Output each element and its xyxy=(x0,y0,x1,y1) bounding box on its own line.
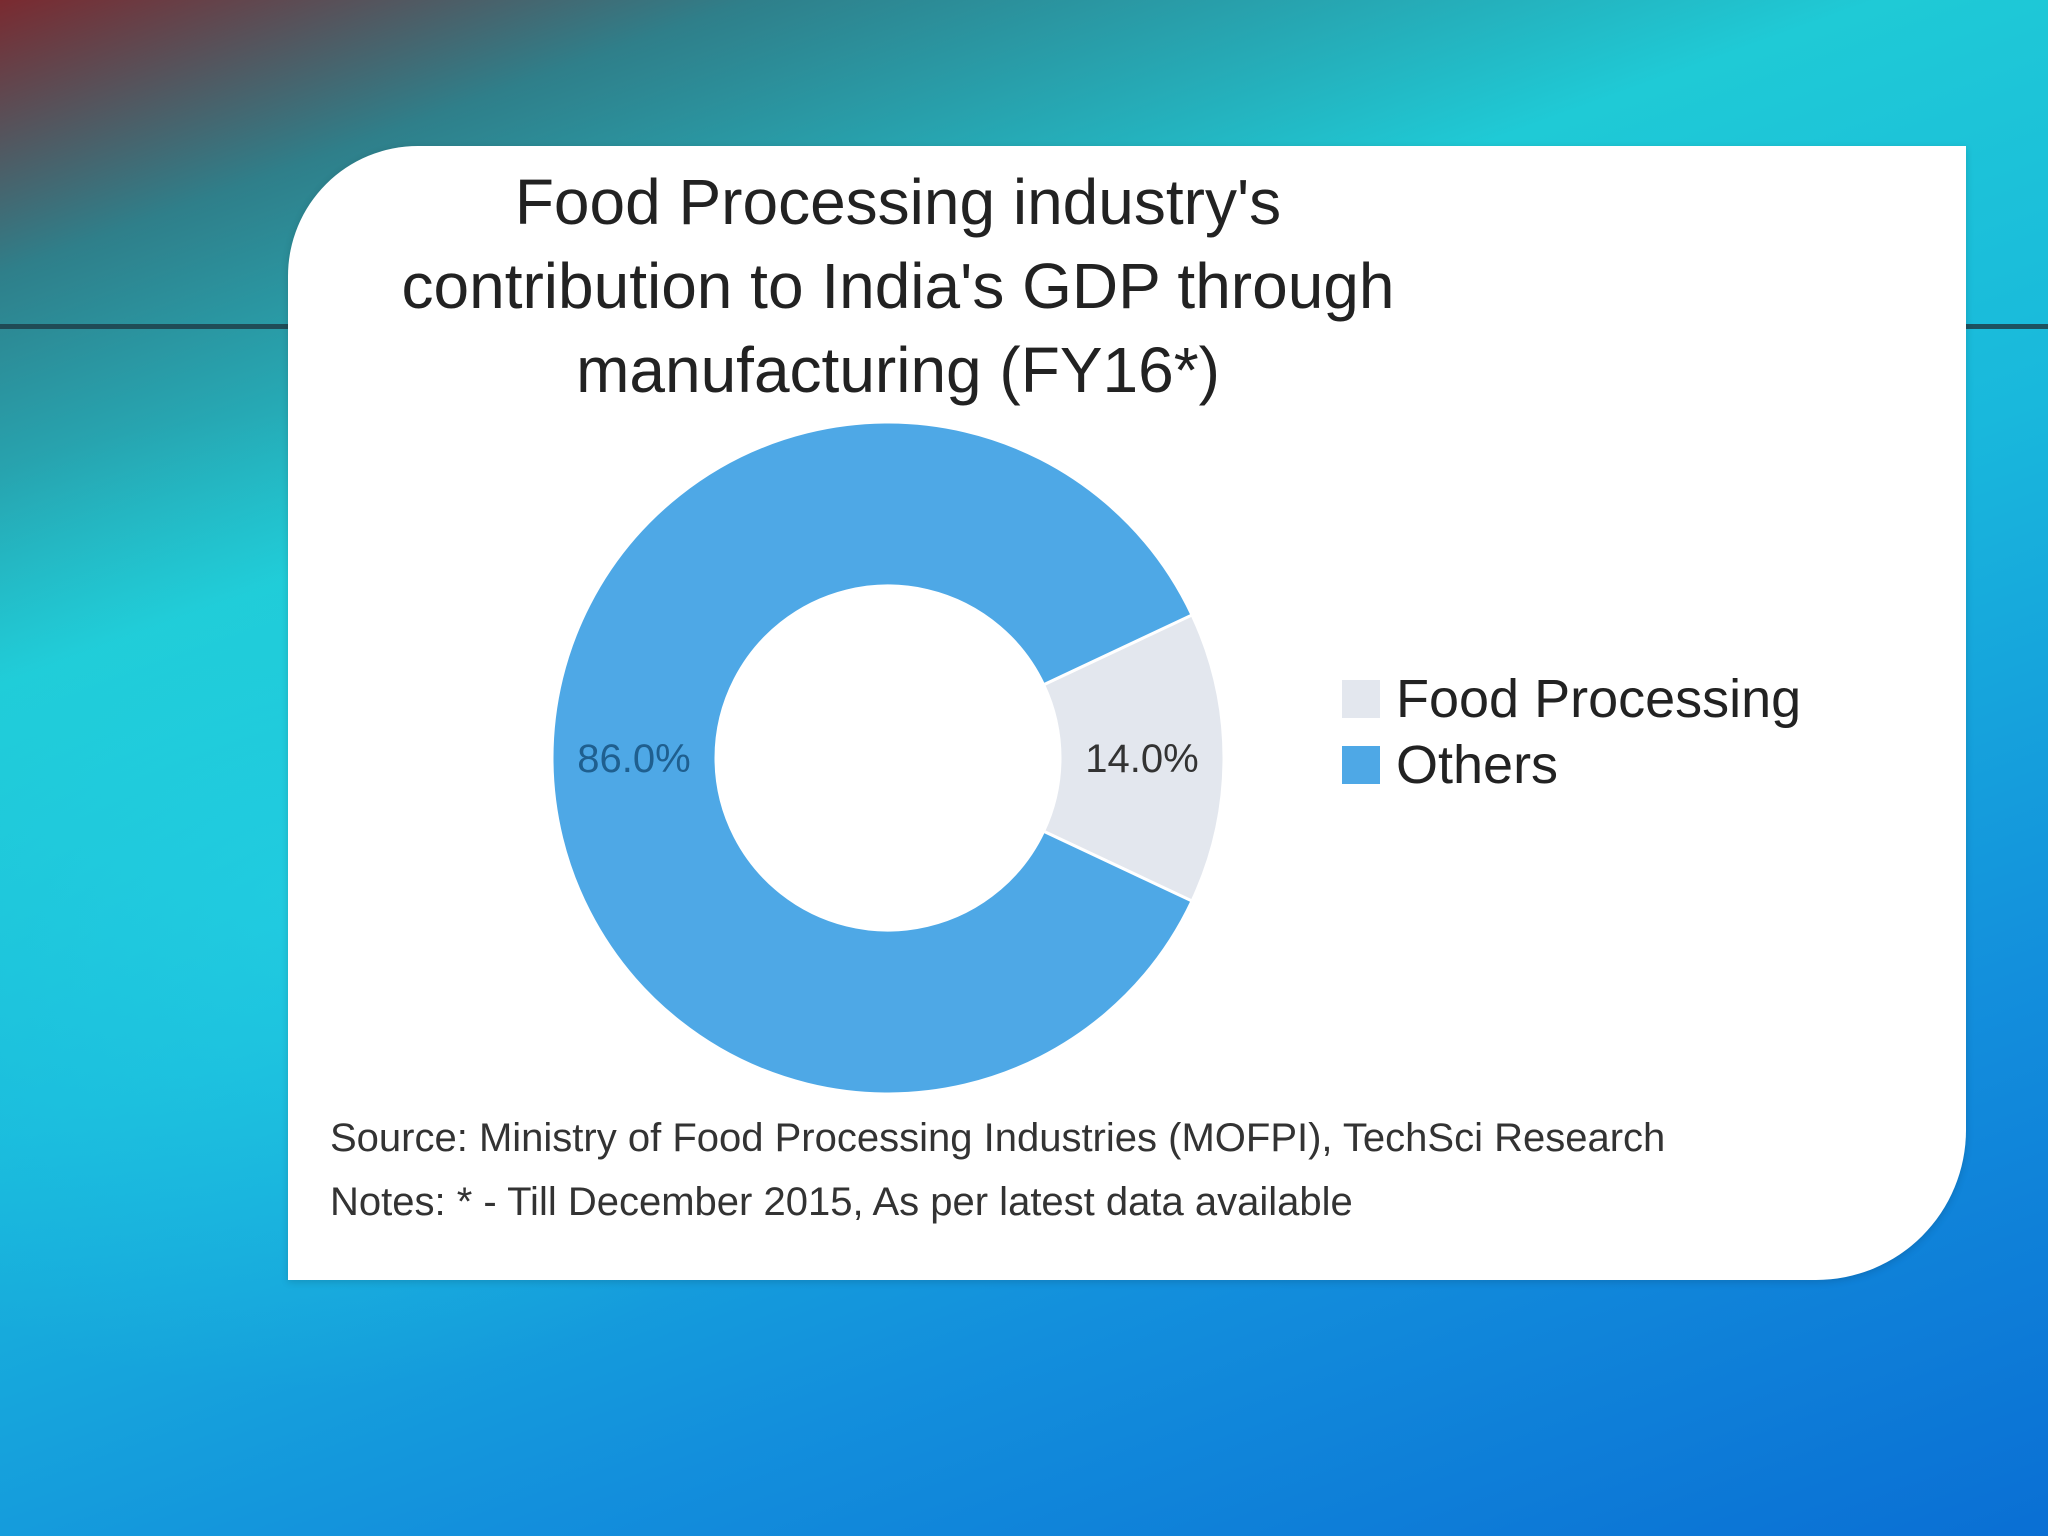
donut-slice-others xyxy=(550,420,1195,1096)
donut-chart: 14.0% 86.0% xyxy=(550,420,1226,1096)
chart-card: 14.0% 86.0% Food Processing industry's co… xyxy=(288,146,1966,1280)
data-label-others: 86.0% xyxy=(577,737,690,781)
chart-footnote: Source: Ministry of Food Processing Indu… xyxy=(330,1106,1665,1234)
chart-title-line-1: Food Processing industry's xyxy=(514,166,1282,238)
legend-item-others: Others xyxy=(1342,732,1801,798)
donut-slice-food-processing xyxy=(1041,612,1226,904)
chart-legend: Food Processing Others xyxy=(1342,666,1801,798)
legend-swatch-food-processing xyxy=(1342,680,1380,718)
chart-title: Food Processing industry's contribution … xyxy=(328,160,1468,412)
chart-title-line-2: contribution to India's GDP through xyxy=(401,250,1395,322)
legend-label-food-processing: Food Processing xyxy=(1396,669,1802,729)
notes-text: Notes: * - Till December 2015, As per la… xyxy=(330,1180,1353,1224)
data-label-food-processing: 14.0% xyxy=(1085,737,1198,781)
legend-swatch-others xyxy=(1342,746,1380,784)
legend-item-food-processing: Food Processing xyxy=(1342,666,1801,732)
chart-title-line-3: manufacturing (FY16*) xyxy=(576,334,1220,406)
source-text: Source: Ministry of Food Processing Indu… xyxy=(330,1116,1666,1160)
legend-label-others: Others xyxy=(1396,735,1559,795)
